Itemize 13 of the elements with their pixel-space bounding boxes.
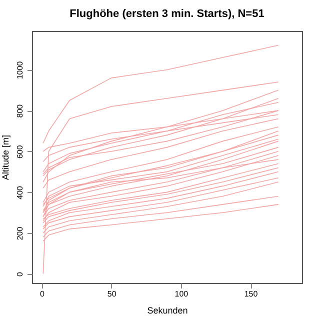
x-tick-label: 100	[174, 290, 189, 298]
x-tick-label: 150	[244, 290, 258, 298]
y-tick-label: 200	[16, 226, 24, 240]
y-tick-label: 1000	[16, 60, 24, 80]
x-tick-label: 0	[40, 290, 46, 298]
y-tick-label: 800	[16, 104, 24, 118]
y-tick-label: 600	[16, 144, 24, 159]
y-axis-title: Altitude [m]	[0, 134, 10, 180]
chart-title: Flughöhe (ersten 3 min. Starts), N=51	[70, 8, 264, 20]
y-tick-label: 400	[16, 185, 24, 200]
x-axis-title: Sekunden	[147, 306, 188, 316]
x-tick-label: 50	[107, 290, 117, 298]
y-tick-label: 0	[16, 272, 24, 277]
